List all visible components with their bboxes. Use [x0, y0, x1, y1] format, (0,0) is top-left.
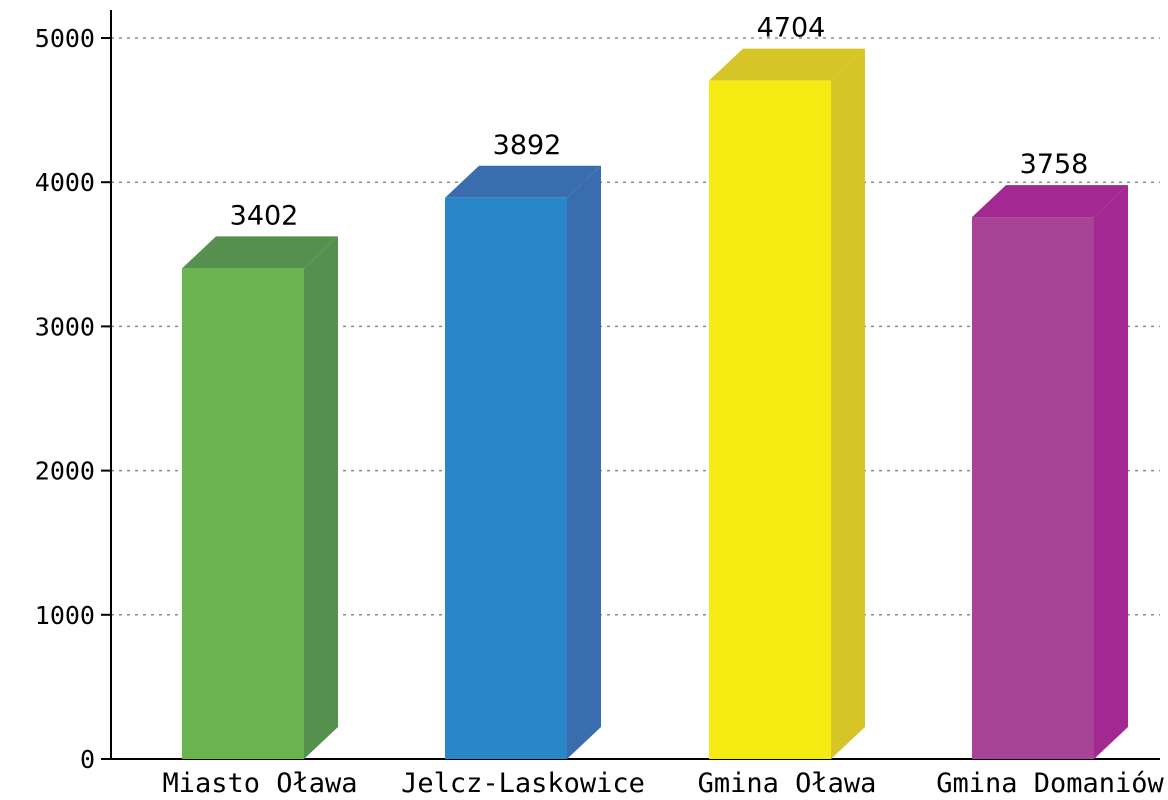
bar-front-gmina-domaniow [972, 217, 1094, 759]
bar-side-miasto-oawa [304, 236, 338, 760]
bar-gmina-domaniow [972, 185, 1128, 759]
value-labels: 3402 3892 4704 3758 [230, 13, 1089, 232]
bar-top-gmina-oawa [709, 48, 865, 81]
value-label-jelcz-laskowice: 3892 [493, 130, 562, 161]
x-tick-label-gmina-oawa: Gmina Oława [698, 768, 877, 799]
value-label-miasto-oawa: 3402 [230, 200, 299, 231]
y-tick-label-2000: 2000 [35, 457, 95, 486]
bar-side-jelcz-laskowice [567, 165, 601, 759]
x-tick-label-miasto-oawa: Miasto Oława [162, 768, 357, 799]
y-tick-label-3000: 3000 [35, 312, 95, 341]
bar-miasto-oawa [182, 236, 338, 760]
y-tick-label-4000: 4000 [35, 168, 95, 197]
y-axis-tick-labels: 0 1000 2000 3000 4000 5000 [35, 24, 111, 774]
bar-front-gmina-oawa [709, 80, 831, 759]
y-tick-label-1000: 1000 [35, 601, 95, 630]
bar-jelcz-laskowice [445, 165, 601, 759]
bar-front-jelcz-laskowice [445, 197, 567, 759]
bar-top-miasto-oawa [182, 236, 338, 269]
category-labels: Miasto Oława Jelcz-Laskowice Gmina Oława Gm… [162, 768, 1164, 799]
bar-top-gmina-domaniow [972, 185, 1128, 218]
value-label-gmina-domaniow: 3758 [1020, 149, 1089, 180]
x-tick-label-gmina-domaniow: Gmina Domaniów [936, 768, 1164, 799]
bar-front-miasto-oawa [182, 268, 304, 759]
bar-side-gmina-domaniow [1094, 185, 1128, 759]
y-tick-label-5000: 5000 [35, 24, 95, 53]
x-tick-label-jelcz-laskowice: Jelcz-Laskowice [401, 768, 645, 799]
bar-top-jelcz-laskowice [445, 165, 601, 198]
y-tick-label-0: 0 [80, 745, 95, 774]
bars [182, 48, 1128, 760]
bar-gmina-oawa [709, 48, 865, 759]
value-label-gmina-oawa: 4704 [757, 13, 826, 44]
bar-side-gmina-oawa [831, 48, 865, 759]
